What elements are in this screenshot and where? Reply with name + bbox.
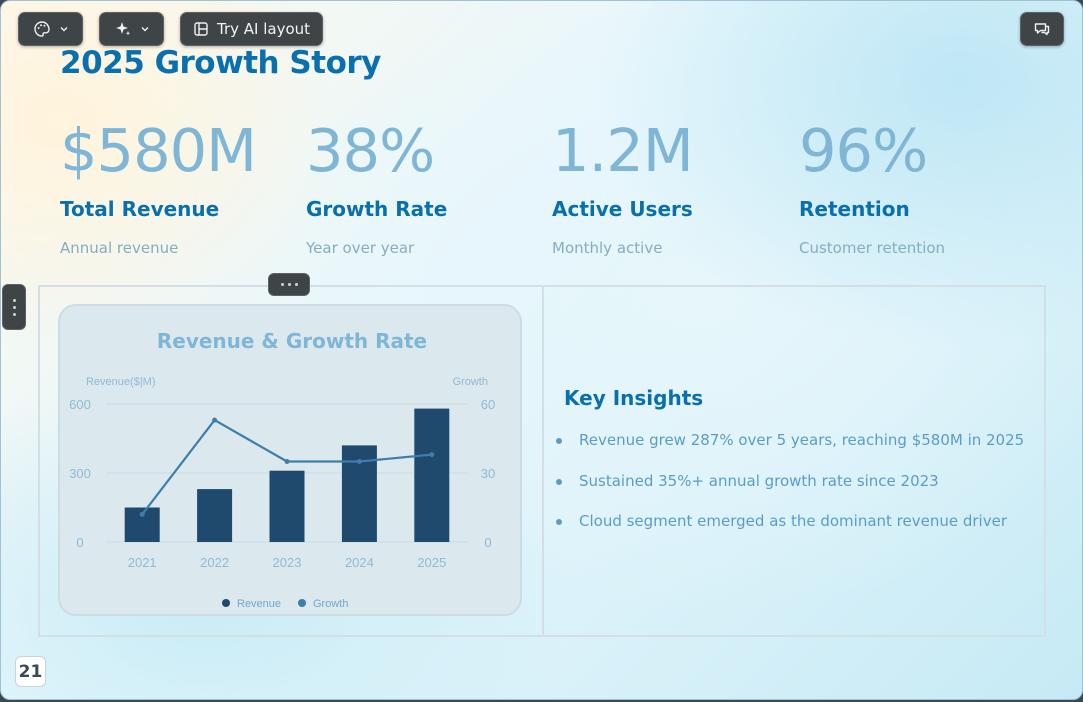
handle-dot xyxy=(280,283,284,286)
stat-caption: Customer retention xyxy=(799,239,946,257)
chart-title: Revenue & Growth Rate xyxy=(157,329,427,353)
insight-text: Sustained 35%+ annual growth rate since … xyxy=(579,471,939,490)
insight-text: Revenue grew 287% over 5 years, reaching… xyxy=(579,431,1025,449)
theme-button[interactable] xyxy=(18,12,83,46)
x-tick-label: 2025 xyxy=(417,555,446,570)
handle-dot xyxy=(12,298,16,302)
stat-growth-rate[interactable]: 38% Growth Rate Year over year xyxy=(306,113,546,257)
block-drag-handle[interactable] xyxy=(268,273,310,296)
insight-text: Cloud segment emerged as the dominant re… xyxy=(579,512,1007,530)
y2-tick-label: 60 xyxy=(481,397,495,412)
try-ai-layout-label: Try AI layout xyxy=(216,20,311,38)
x-tick-label: 2023 xyxy=(273,555,302,570)
slide-title[interactable]: 2025 Growth Story xyxy=(60,45,381,81)
insights-list: Revenue grew 287% over 5 years, reaching… xyxy=(556,431,1024,553)
bar-revenue xyxy=(269,470,305,542)
stat-value: $580M xyxy=(60,116,257,185)
y-tick-label: 600 xyxy=(69,397,91,412)
bullet-icon xyxy=(556,438,562,444)
stat-value: 96% xyxy=(799,116,928,185)
comment-icon xyxy=(1034,23,1050,36)
try-ai-layout-button[interactable]: Try AI layout xyxy=(180,12,323,46)
list-item[interactable]: Sustained 35%+ annual growth rate since … xyxy=(556,472,1024,513)
comment-button[interactable] xyxy=(1020,12,1064,46)
legend-label-revenue: Revenue xyxy=(237,598,281,610)
palette-icon xyxy=(33,21,50,37)
point-growth xyxy=(284,459,290,464)
stat-value: 1.2M xyxy=(552,116,694,185)
handle-dot xyxy=(287,283,291,286)
bar-revenue xyxy=(414,408,450,542)
revenue-growth-chart: Revenue & Growth Rate Revenue($|M) Growth 0… xyxy=(69,329,495,610)
y-axis-label: Revenue($|M) xyxy=(86,376,156,388)
sparkle-icon xyxy=(115,22,130,36)
point-growth xyxy=(212,417,218,423)
bar-revenue xyxy=(197,489,233,542)
point-growth xyxy=(429,452,435,458)
bullet-icon xyxy=(556,478,562,485)
chart-card[interactable]: Revenue & Growth Rate Revenue($|M) Growth 0… xyxy=(58,304,522,616)
x-tick-label: 2021 xyxy=(128,555,157,570)
stat-caption: Year over year xyxy=(306,239,415,257)
side-drag-handle[interactable] xyxy=(2,284,26,330)
handle-dot xyxy=(12,305,16,309)
chevron-down-icon xyxy=(141,27,148,32)
stat-total-revenue[interactable]: $580M Total Revenue Annual revenue xyxy=(60,113,300,257)
page-number-badge: 21 xyxy=(15,656,46,687)
stat-value: 38% xyxy=(306,116,435,185)
handle-dot xyxy=(294,283,298,286)
stat-label: Active Users xyxy=(552,197,693,221)
magic-button[interactable] xyxy=(99,12,164,46)
stat-label: Total Revenue xyxy=(60,197,220,221)
chevron-down-icon xyxy=(60,27,67,32)
y2-tick-label: 30 xyxy=(481,466,495,481)
stat-active-users[interactable]: 1.2M Active Users Monthly active xyxy=(552,113,792,257)
x-tick-label: 2022 xyxy=(200,555,229,570)
handle-dot xyxy=(12,312,16,316)
stat-caption: Annual revenue xyxy=(60,239,179,257)
y-tick-label: 0 xyxy=(76,535,83,550)
stat-caption: Monthly active xyxy=(552,239,663,257)
list-item[interactable]: Revenue grew 287% over 5 years, reaching… xyxy=(556,431,1024,472)
legend-label-growth: Growth xyxy=(313,598,348,610)
insights-title[interactable]: Key Insights xyxy=(564,386,704,410)
stat-label: Retention xyxy=(799,197,910,221)
legend-swatch-revenue xyxy=(222,599,230,607)
stat-retention[interactable]: 96% Retention Customer retention xyxy=(799,113,1039,257)
x-tick-label: 2024 xyxy=(345,555,374,570)
list-item[interactable]: Cloud segment emerged as the dominant re… xyxy=(556,512,1024,553)
y2-axis-label: Growth xyxy=(453,376,488,388)
y-tick-label: 300 xyxy=(69,466,91,481)
stat-label: Growth Rate xyxy=(306,197,448,221)
layout-icon xyxy=(194,22,208,36)
column-divider[interactable] xyxy=(542,286,544,636)
legend-swatch-growth xyxy=(298,599,306,607)
bullet-icon xyxy=(556,519,562,525)
point-growth xyxy=(139,511,145,517)
y2-tick-label: 0 xyxy=(484,535,491,550)
point-growth xyxy=(356,459,362,464)
